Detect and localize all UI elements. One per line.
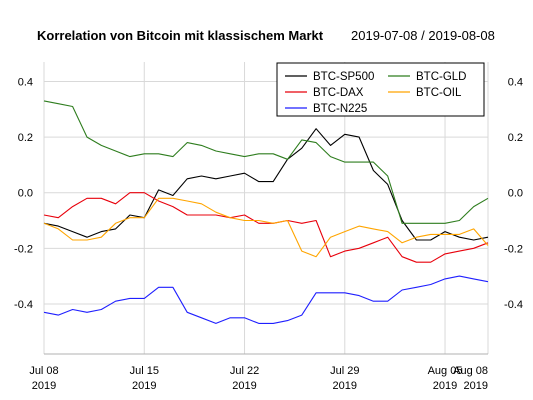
y-tick-label-right: 0.2: [508, 132, 523, 144]
x-tick-label: Aug 08: [453, 365, 488, 377]
legend: BTC-SP500 BTC-DAX BTC-N225 BTC-GLD BTC-OIL: [276, 62, 485, 117]
y-tick-label-left: 0.0: [18, 188, 33, 200]
grid: [43, 62, 489, 354]
x-tick-year: 2019: [464, 380, 488, 392]
x-tick-year: 2019: [132, 380, 156, 392]
series-line-btc-sp500: [43, 128, 489, 241]
x-tick-year: 2019: [32, 380, 56, 392]
y-tick-label-left: -0.4: [14, 299, 33, 311]
legend-label-btc-n225: BTC-N225: [313, 103, 367, 115]
legend-label-btc-gld: BTC-GLD: [416, 71, 466, 83]
y-tick-label-right: 0.4: [508, 76, 523, 88]
series-layer: [43, 100, 489, 324]
legend-box: [276, 62, 485, 117]
date-range: 2019-07-08 / 2019-08-08: [351, 28, 495, 43]
x-tick-year: 2019: [333, 380, 357, 392]
legend-label-btc-dax: BTC-DAX: [313, 87, 364, 99]
series-line-btc-gld: [43, 100, 489, 224]
x-tick-label: Aug 05: [428, 365, 463, 377]
series-line-btc-oil: [43, 197, 489, 258]
y-tick-label-right: 0.0: [508, 188, 523, 200]
legend-label-btc-sp500: BTC-SP500: [313, 71, 374, 83]
x-tick-label: Jul 29: [330, 365, 359, 377]
x-tick-year: 2019: [433, 380, 457, 392]
x-tick-year: 2019: [232, 380, 256, 392]
chart-title: Korrelation von Bitcoin mit klassischem …: [37, 28, 324, 43]
x-tick-label: Jul 15: [130, 365, 159, 377]
y-tick-label-left: -0.2: [14, 243, 33, 255]
series-line-btc-dax: [43, 192, 489, 263]
y-tick-label-right: -0.2: [504, 243, 523, 255]
legend-label-btc-oil: BTC-OIL: [416, 87, 462, 99]
x-tick-label: Jul 22: [230, 365, 259, 377]
axes: -0.4 -0.4 -0.2 -0.2 0.0 0.0 0.2 0.2 0.4 0.4 Jul 08…: [14, 76, 523, 392]
y-tick-label-left: 0.4: [18, 76, 33, 88]
y-tick-label-right: -0.4: [504, 299, 523, 311]
x-tick-label: Jul 08: [29, 365, 58, 377]
series-line-btc-n225: [43, 275, 489, 324]
y-tick-label-left: 0.2: [18, 132, 33, 144]
